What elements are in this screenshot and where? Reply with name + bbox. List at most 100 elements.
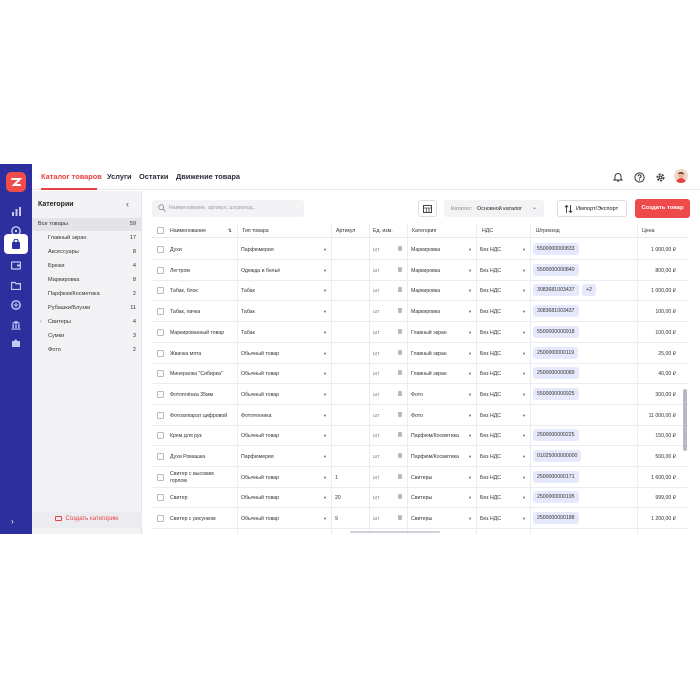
cell-category[interactable]: Главный экран ▼ <box>407 322 476 343</box>
gear-icon[interactable] <box>654 171 666 183</box>
dropdown-arrow-icon[interactable]: ▼ <box>522 371 526 377</box>
dropdown-arrow-icon[interactable]: ▼ <box>323 247 327 252</box>
dropdown-arrow-icon[interactable]: ▼ <box>522 474 526 480</box>
horizontal-scrollbar[interactable] <box>350 531 440 533</box>
dropdown-arrow-icon[interactable]: ▼ <box>323 495 327 501</box>
folder-icon[interactable] <box>7 276 25 294</box>
more-barcodes-chip[interactable]: +2 <box>582 284 596 297</box>
cell-vat[interactable]: Без НДС ▼ <box>476 487 530 508</box>
cell-unit[interactable]: шт <box>369 322 407 343</box>
dropdown-arrow-icon[interactable]: ▼ <box>323 371 327 377</box>
column-header-name[interactable]: Наименование <box>170 228 206 234</box>
bag-icon[interactable] <box>4 234 28 254</box>
help-icon[interactable] <box>633 171 645 183</box>
cell-name[interactable]: Минералка "Сибирка" <box>166 363 237 384</box>
cell-name[interactable]: Духи <box>166 239 237 260</box>
cell-barcode[interactable]: 5500000000833 <box>530 239 637 260</box>
cell-category[interactable]: Главный экран ▼ <box>407 363 476 384</box>
cell-vat[interactable]: Без НДС ▼ <box>476 425 530 446</box>
row-checkbox[interactable] <box>157 266 164 274</box>
cell-barcode[interactable]: 3083681003437 <box>530 301 637 322</box>
row-checkbox[interactable] <box>157 494 164 502</box>
dropdown-arrow-icon[interactable]: ▼ <box>323 412 327 418</box>
barcode-chip[interactable]: 3083681003437 <box>533 305 579 318</box>
create-category-button[interactable]: Создать категорию <box>32 516 142 522</box>
dropdown-arrow-icon[interactable]: ▼ <box>522 433 526 439</box>
table-row[interactable]: Маркированный товар Табак ▼ шт Главный экран… <box>152 322 688 343</box>
barcode-chip[interactable]: 2500000000195 <box>533 491 579 504</box>
dropdown-arrow-icon[interactable]: ▼ <box>323 433 327 439</box>
cell-barcode[interactable]: 2500000000089 <box>530 363 637 384</box>
table-row[interactable]: Крем для рук Обычный товар ▼ шт Парфюм/Косме… <box>152 425 688 447</box>
category-item[interactable]: Брюки 4 <box>32 260 142 273</box>
category-item[interactable]: Аксессуары 8 <box>32 246 142 259</box>
dropdown-arrow-icon[interactable]: ▼ <box>468 371 472 377</box>
cell-price[interactable]: 100,00 ₽ <box>637 322 688 343</box>
tab-catalog[interactable]: Каталог товаров <box>41 172 102 181</box>
dropdown-arrow-icon[interactable]: ▼ <box>522 412 526 418</box>
cell-unit[interactable]: шт <box>369 363 407 384</box>
cell-vat[interactable]: Без НДС ▼ <box>476 322 530 343</box>
dropdown-arrow-icon[interactable]: ▼ <box>323 329 327 335</box>
wallet-icon[interactable] <box>7 256 25 274</box>
dropdown-arrow-icon[interactable]: ▼ <box>323 474 327 480</box>
cell-article[interactable] <box>331 280 369 301</box>
dropdown-arrow-icon[interactable]: ▼ <box>468 350 472 356</box>
cell-category[interactable]: Фото ▼ <box>407 405 476 426</box>
tab-movement[interactable]: Движение товара <box>176 172 240 181</box>
row-checkbox[interactable] <box>157 308 164 316</box>
chart-icon[interactable] <box>7 202 25 220</box>
dropdown-arrow-icon[interactable]: ▼ <box>522 495 526 501</box>
cell-vat[interactable]: Без НДС ▼ <box>476 280 530 301</box>
import-export-button[interactable]: Импорт/Экспорт <box>557 200 627 217</box>
cell-price[interactable]: 999,00 ₽ <box>637 487 688 508</box>
column-header-price[interactable]: Цена <box>642 228 655 234</box>
cell-vat[interactable]: Без НДС ▼ <box>476 301 530 322</box>
row-checkbox[interactable] <box>157 411 164 419</box>
dropdown-arrow-icon[interactable]: ▼ <box>522 350 526 356</box>
dropdown-arrow-icon[interactable]: ▼ <box>468 329 472 335</box>
barcode-chip[interactable]: 2500000000089 <box>533 367 579 380</box>
dropdown-arrow-icon[interactable]: ▼ <box>468 267 472 273</box>
cell-article[interactable] <box>331 343 369 364</box>
cell-type[interactable]: Фототехника ▼ <box>237 405 331 426</box>
table-row[interactable]: Фотоплёнка 35мм Обычный товар ▼ шт Фото ▼ Без … <box>152 384 688 405</box>
cell-vat[interactable]: Без НДС ▼ <box>476 508 530 529</box>
cell-unit[interactable]: шт <box>369 343 407 364</box>
cell-price[interactable]: 11 000,00 ₽ <box>637 405 688 426</box>
table-row[interactable]: Свитер с высоким горлом Обычный товар ▼ 1 шт… <box>152 467 688 488</box>
cell-article[interactable] <box>331 301 369 322</box>
table-row[interactable]: Свитер Обычный товар ▼ 20 шт Свитеры ▼ Без НДС ▼… <box>152 487 688 509</box>
cell-type[interactable]: Обычный товар ▼ <box>237 467 331 488</box>
column-header-unit[interactable]: Ед. изм. <box>373 228 393 234</box>
barcode-chip[interactable]: 5500000000833 <box>533 243 579 255</box>
cell-price[interactable]: 1 000,00 ₽ <box>637 239 688 260</box>
cell-type[interactable]: Табак ▼ <box>237 322 331 343</box>
cell-article[interactable]: 20 <box>331 487 369 508</box>
cell-unit[interactable]: шт <box>369 425 407 446</box>
cell-barcode[interactable]: 2500000000195 <box>530 487 637 508</box>
dropdown-arrow-icon[interactable]: ▼ <box>468 391 472 397</box>
cell-category[interactable]: Свитеры ▼ <box>407 467 476 488</box>
cell-barcode[interactable]: 01025000000000 <box>530 446 637 467</box>
cell-vat[interactable]: Без НДС ▼ <box>476 260 530 281</box>
create-product-button[interactable]: Создать товар <box>635 199 690 218</box>
column-header-barcode[interactable]: Штрихкод <box>536 228 560 234</box>
dropdown-arrow-icon[interactable]: ▼ <box>323 391 327 397</box>
table-row[interactable]: Минералка "Сибирка" Обычный товар ▼ шт Главн… <box>152 363 688 385</box>
row-checkbox[interactable] <box>157 473 164 481</box>
cell-unit[interactable]: шт <box>369 260 407 281</box>
dropdown-arrow-icon[interactable]: ▼ <box>323 288 327 294</box>
cell-unit[interactable]: шт <box>369 405 407 426</box>
select-all-checkbox[interactable] <box>157 227 164 234</box>
category-item[interactable]: Маркировка 8 <box>32 274 142 287</box>
cell-unit[interactable]: шт <box>369 384 407 405</box>
cell-article[interactable] <box>331 446 369 467</box>
cell-name[interactable]: Жвачка мята <box>166 343 237 364</box>
cell-price[interactable]: 500,00 ₽ <box>637 446 688 467</box>
row-checkbox[interactable] <box>157 287 164 295</box>
row-checkbox[interactable] <box>157 390 164 398</box>
cell-type[interactable]: Табак ▼ <box>237 280 331 301</box>
cell-type[interactable]: Обычный товар ▼ <box>237 384 331 405</box>
barcode-chip[interactable]: 3083681003437 <box>533 284 579 297</box>
